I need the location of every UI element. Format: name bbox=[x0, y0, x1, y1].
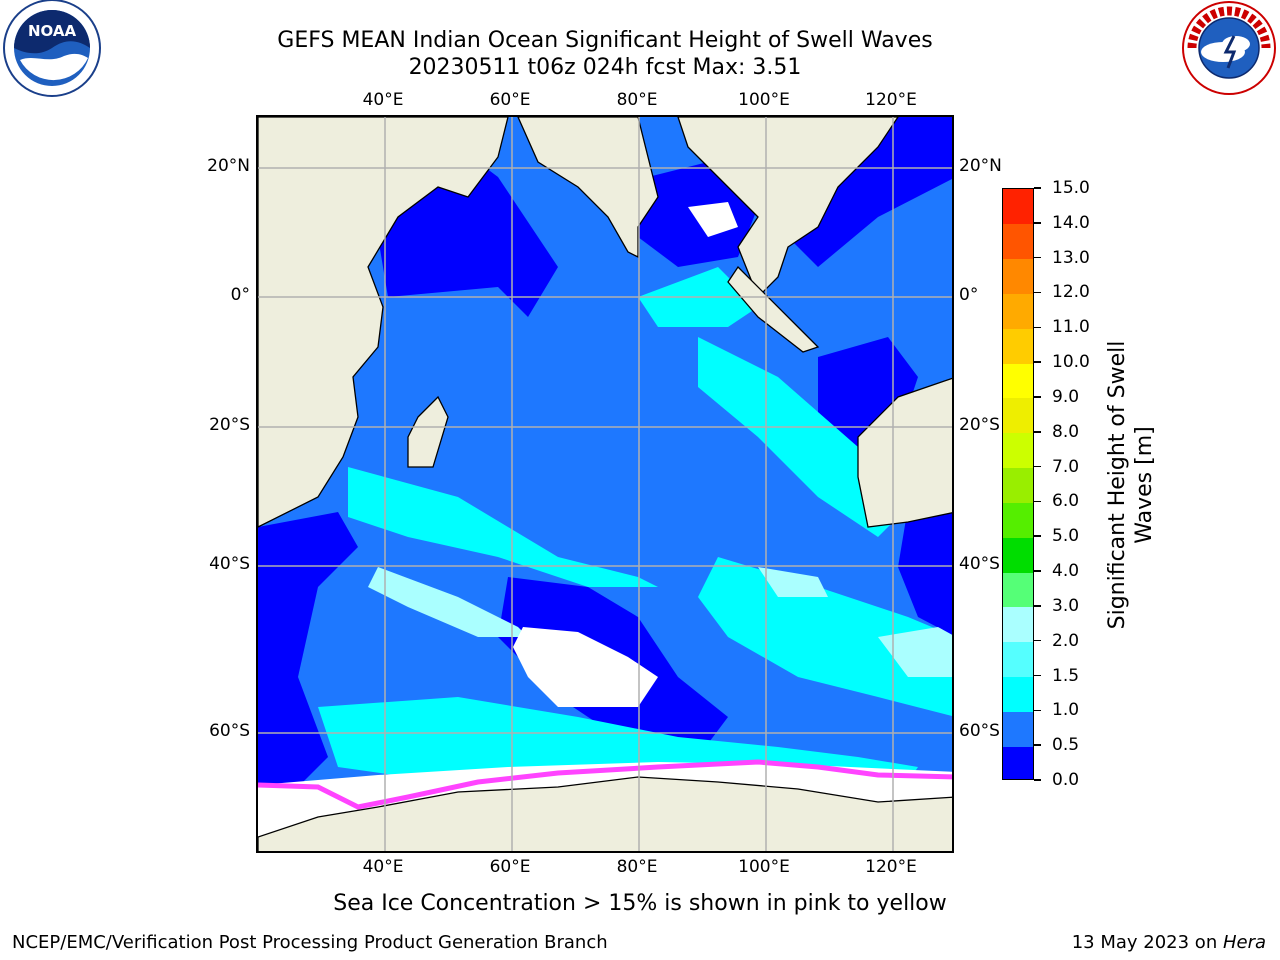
map-panel bbox=[256, 115, 954, 853]
lat-label-left: 20°N bbox=[207, 156, 250, 176]
colorbar-tick-mark bbox=[1034, 500, 1041, 503]
lat-label-left: 60°S bbox=[209, 721, 250, 741]
lon-label-top: 60°E bbox=[489, 90, 531, 110]
lon-label-bottom: 120°E bbox=[865, 857, 917, 877]
colorbar-tick-mark bbox=[1034, 674, 1041, 677]
colorbar-tick-label: 10.0 bbox=[1052, 352, 1090, 373]
lat-label-right: 0° bbox=[959, 285, 979, 305]
colorbar-tick-label: 14.0 bbox=[1052, 212, 1090, 233]
lat-label-right: 40°S bbox=[959, 554, 1000, 574]
colorbar-segment bbox=[1003, 397, 1033, 434]
colorbar-segment bbox=[1003, 467, 1033, 503]
colorbar-tick-mark bbox=[1034, 361, 1041, 363]
colorbar-tick-mark bbox=[1034, 256, 1041, 259]
colorbar-tick-label: 1.5 bbox=[1052, 665, 1080, 686]
colorbar-segment bbox=[1003, 328, 1033, 364]
colorbar-segment bbox=[1003, 606, 1033, 643]
lat-label-right: 60°S bbox=[959, 721, 1000, 741]
lon-label-bottom: 40°E bbox=[362, 857, 404, 877]
colorbar-tick-mark bbox=[1034, 187, 1041, 189]
colorbar bbox=[1002, 188, 1034, 780]
colorbar-segment bbox=[1003, 363, 1033, 399]
lon-label-top: 40°E bbox=[362, 90, 404, 110]
colorbar-tick-mark bbox=[1034, 396, 1041, 398]
map-title: GEFS MEAN Indian Ocean Significant Heigh… bbox=[277, 28, 933, 53]
colorbar-segment bbox=[1003, 746, 1033, 779]
lat-label-right: 20°S bbox=[959, 415, 1000, 435]
colorbar-segment bbox=[1003, 432, 1033, 469]
colorbar-tick-label: 12.0 bbox=[1052, 282, 1090, 303]
colorbar-tick-mark bbox=[1034, 605, 1041, 607]
map-subtitle: 20230511 t06z 024h fcst Max: 3.51 bbox=[408, 55, 802, 80]
colorbar-segment bbox=[1003, 258, 1033, 294]
lon-label-top: 120°E bbox=[865, 90, 917, 110]
colorbar-tick-label: 11.0 bbox=[1052, 317, 1090, 338]
colorbar-segment bbox=[1003, 676, 1033, 712]
colorbar-tick-label: 0.5 bbox=[1052, 735, 1080, 756]
colorbar-tick-mark bbox=[1034, 326, 1041, 329]
colorbar-segment bbox=[1003, 641, 1033, 678]
colorbar-tick-label: 3.0 bbox=[1052, 595, 1080, 616]
colorbar-tick-label: 4.0 bbox=[1052, 561, 1080, 582]
colorbar-tick-mark bbox=[1034, 291, 1041, 294]
land-masses bbox=[258, 117, 952, 851]
colorbar-segment bbox=[1003, 189, 1033, 225]
sea-ice-note: Sea Ice Concentration > 15% is shown in … bbox=[333, 891, 947, 916]
colorbar-tick-label: 1.0 bbox=[1052, 700, 1080, 721]
colorbar-tick-label: 8.0 bbox=[1052, 421, 1080, 442]
lon-label-bottom: 60°E bbox=[489, 857, 531, 877]
lat-label-left: 40°S bbox=[209, 554, 250, 574]
noaa-logo: NOAA bbox=[0, 0, 104, 100]
lat-label-left: 20°S bbox=[209, 415, 250, 435]
colorbar-tick-label: 9.0 bbox=[1052, 386, 1080, 407]
lon-label-bottom: 100°E bbox=[738, 857, 790, 877]
colorbar-tick-label: 0.0 bbox=[1052, 770, 1080, 790]
colorbar-segment bbox=[1003, 711, 1033, 747]
footer-date-text: 13 May 2023 on bbox=[1071, 932, 1223, 953]
colorbar-tick-label: 2.0 bbox=[1052, 630, 1080, 651]
colorbar-tick-mark bbox=[1034, 744, 1041, 746]
lon-label-bottom: 80°E bbox=[616, 857, 658, 877]
colorbar-segment bbox=[1003, 502, 1033, 538]
svg-text:NOAA: NOAA bbox=[28, 22, 77, 40]
higher-swell-regions bbox=[368, 567, 952, 677]
colorbar-tick-mark bbox=[1034, 570, 1041, 572]
colorbar-tick-label: 5.0 bbox=[1052, 526, 1080, 547]
colorbar-segment bbox=[1003, 223, 1033, 260]
colorbar-tick-mark bbox=[1034, 779, 1041, 781]
sea-ice-edge bbox=[258, 759, 952, 810]
colorbar-segment bbox=[1003, 293, 1033, 329]
colorbar-tick-label: 15.0 bbox=[1052, 178, 1090, 198]
lon-label-top: 80°E bbox=[616, 90, 658, 110]
footer-credit: NCEP/EMC/Verification Post Processing Pr… bbox=[12, 932, 608, 953]
footer-date: 13 May 2023 on Hera bbox=[1072, 932, 1266, 954]
colorbar-tick-mark bbox=[1034, 535, 1041, 537]
colorbar-tick-mark bbox=[1034, 431, 1041, 433]
lat-label-right: 20°N bbox=[959, 156, 1002, 176]
colorbar-segment bbox=[1003, 572, 1033, 608]
colorbar-tick-label: 13.0 bbox=[1052, 247, 1090, 268]
footer-host: Hera bbox=[1222, 932, 1266, 953]
lat-label-left: 0° bbox=[230, 285, 250, 305]
colorbar-segment bbox=[1003, 537, 1033, 573]
colorbar-tick-mark bbox=[1034, 709, 1041, 712]
colorbar-tick-mark bbox=[1034, 222, 1041, 224]
colorbar-tick-label: 7.0 bbox=[1052, 456, 1080, 477]
colorbar-tick-mark bbox=[1034, 639, 1041, 642]
lon-label-top: 100°E bbox=[738, 90, 790, 110]
colorbar-tick-label: 6.0 bbox=[1052, 491, 1080, 512]
graticule bbox=[258, 117, 952, 851]
colorbar-tick-mark bbox=[1034, 465, 1041, 468]
nws-logo bbox=[1178, 0, 1280, 100]
